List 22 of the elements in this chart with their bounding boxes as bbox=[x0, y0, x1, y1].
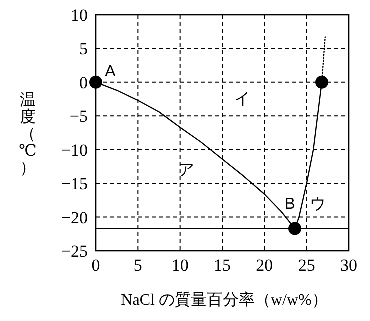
y-axis-title: 温度（℃） bbox=[19, 92, 37, 177]
x-tick-label: 10 bbox=[172, 256, 189, 275]
x-tick-label: 0 bbox=[92, 256, 100, 275]
y-tick-label: 0 bbox=[80, 73, 88, 92]
y-tick-label: 5 bbox=[80, 40, 88, 59]
annotation: B bbox=[284, 196, 296, 213]
x-tick-label: 15 bbox=[214, 256, 231, 275]
y-tick-label: −5 bbox=[70, 107, 88, 126]
annotation: イ bbox=[234, 91, 251, 108]
y-tick-label: 10 bbox=[71, 6, 88, 25]
x-tick-label: 5 bbox=[134, 256, 142, 275]
x-tick-label: 25 bbox=[298, 256, 316, 275]
y-tick-label: −20 bbox=[61, 208, 88, 228]
y-tick-label: −10 bbox=[61, 140, 88, 160]
y-tick-label: −15 bbox=[61, 174, 88, 194]
x-tick-label: 20 bbox=[256, 256, 274, 275]
x-tick-label: 30 bbox=[340, 256, 358, 275]
x-axis-title: NaCl の質量百分率（w/w%） bbox=[121, 291, 328, 309]
y-tick-label: −25 bbox=[61, 242, 88, 261]
annotation: ウ bbox=[310, 196, 326, 213]
annotation: A bbox=[105, 64, 116, 81]
annotation: ア bbox=[178, 162, 194, 179]
